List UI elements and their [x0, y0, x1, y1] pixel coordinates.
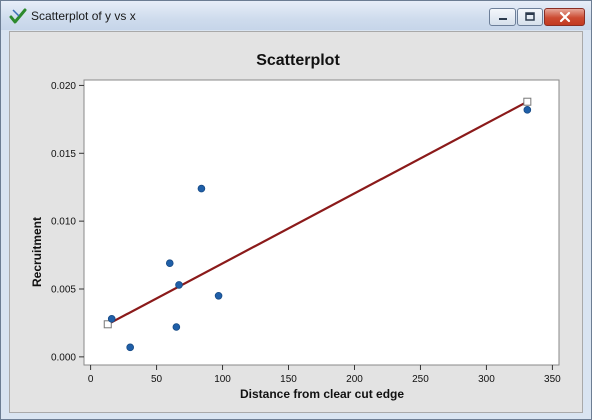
data-point	[214, 291, 223, 300]
graph-area: Scatterplot 0.000 0.005 0.010 0.015 0.020 0 5…	[9, 31, 583, 413]
chart-title: Scatterplot	[256, 52, 340, 69]
scatterplot-chart: Scatterplot 0.000 0.005 0.010 0.015 0.020 0 5…	[30, 52, 561, 401]
y-tick-label: 0.005	[51, 285, 76, 296]
window-title: Scatterplot of y vs x	[31, 9, 136, 23]
data-point	[197, 184, 206, 193]
x-axis: 0 50 100 150 200 250 300 350	[88, 365, 561, 385]
x-tick-label: 0	[88, 374, 94, 385]
maximize-icon	[525, 12, 535, 21]
x-tick-label: 250	[412, 374, 429, 385]
fit-endpoint-marker	[103, 320, 112, 329]
minitab-check-icon	[9, 8, 27, 24]
data-point	[126, 343, 134, 352]
data-point	[165, 259, 174, 268]
x-tick-label: 300	[478, 374, 495, 385]
close-button[interactable]	[544, 8, 585, 26]
maximize-button[interactable]	[517, 8, 543, 26]
data-point	[175, 281, 183, 289]
close-icon	[559, 11, 570, 23]
data-point	[107, 315, 116, 323]
y-axis-label: Recruitment	[30, 217, 44, 287]
y-tick-label: 0.010	[51, 217, 76, 228]
y-tick-label: 0.020	[51, 81, 76, 92]
data-point	[172, 323, 181, 331]
y-tick-label: 0.015	[51, 149, 76, 160]
x-tick-label: 100	[214, 374, 231, 385]
data-points	[107, 106, 532, 352]
x-tick-label: 150	[280, 374, 297, 385]
minimize-icon	[498, 18, 507, 20]
minimize-button[interactable]	[489, 8, 516, 26]
x-tick-label: 50	[151, 374, 163, 385]
data-point	[523, 106, 532, 114]
x-tick-label: 200	[346, 374, 363, 385]
y-tick-label: 0.000	[51, 352, 76, 363]
y-axis: 0.000 0.005 0.010 0.015 0.020	[51, 81, 84, 363]
x-tick-label: 350	[544, 374, 561, 385]
fit-endpoint-marker	[523, 97, 532, 106]
title-bar[interactable]: Scatterplot of y vs x	[1, 1, 591, 30]
x-axis-label: Distance from clear cut edge	[240, 387, 404, 401]
